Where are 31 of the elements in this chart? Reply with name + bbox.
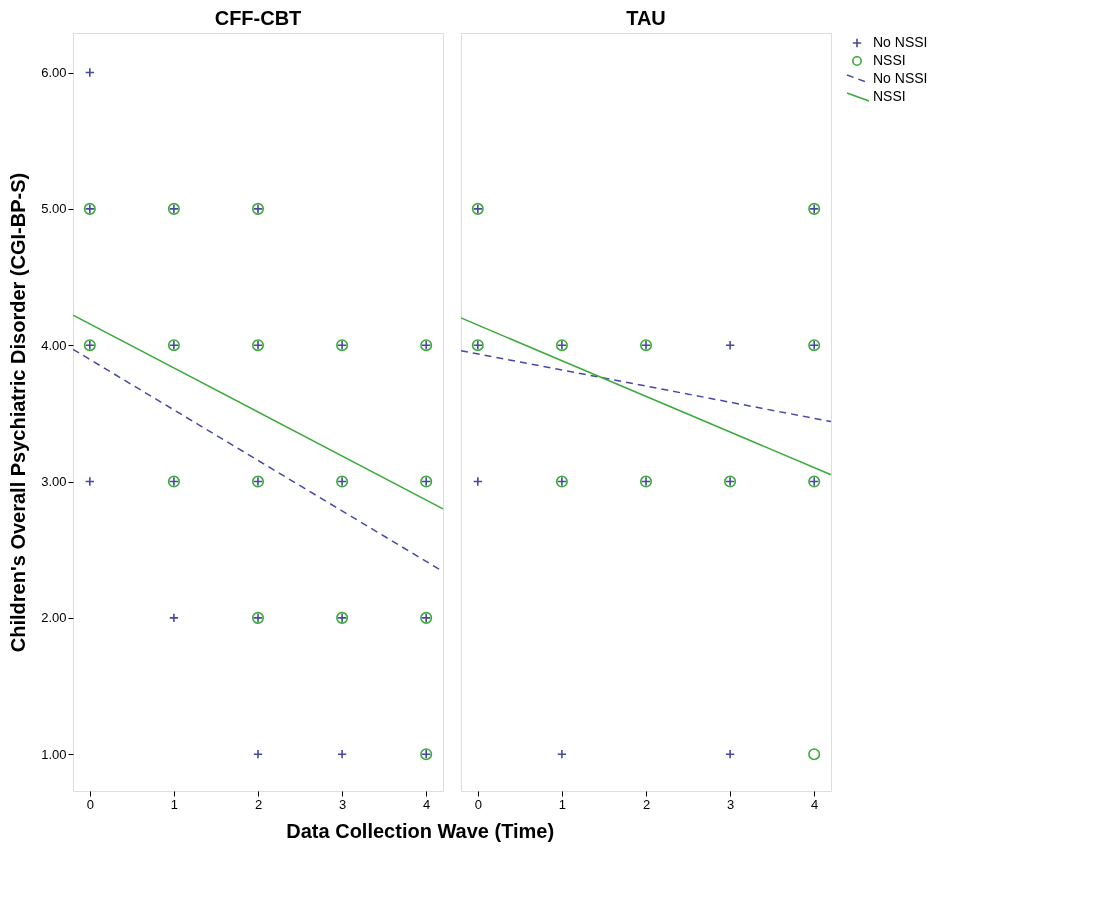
x-tick-label: 0	[86, 796, 94, 812]
y-axis-title: Children's Overall Psychiatric Disorder (CGI-BP-S)	[7, 172, 30, 653]
x-tick-label: 3	[726, 796, 735, 812]
point	[725, 340, 736, 351]
x-tick-label: 4	[423, 796, 431, 812]
legend-label: NSSI	[873, 52, 906, 68]
x-axis-title: Data Collection Wave (Time)	[286, 819, 555, 842]
x-tick-label: 2	[254, 796, 263, 812]
chart-title: CFF-CBT	[214, 7, 302, 29]
y-tick-label: 6.00	[41, 65, 67, 81]
point	[808, 748, 821, 761]
legend-label: No NSSI	[873, 34, 928, 50]
legend-label: NSSI	[873, 88, 906, 104]
y-tick-label: 1.00	[41, 746, 67, 762]
point	[253, 749, 263, 760]
y-tick-label: 4.00	[41, 337, 67, 353]
point	[725, 749, 736, 760]
point	[337, 749, 348, 760]
x-tick-label: 4	[811, 796, 819, 812]
chart-title: TAU	[626, 7, 666, 29]
y-tick-label: 5.00	[41, 201, 67, 217]
y-tick-label: 3.00	[41, 474, 67, 490]
point	[168, 612, 179, 623]
y-tick-label: 2.00	[41, 610, 67, 626]
x-tick-label: 0	[474, 796, 482, 812]
point	[556, 749, 567, 760]
x-tick-label: 1	[558, 796, 567, 812]
x-tick-label: 3	[338, 796, 347, 812]
x-tick-label: 1	[170, 796, 179, 812]
legend-label: No NSSI	[873, 70, 928, 86]
x-tick-label: 2	[642, 796, 651, 812]
